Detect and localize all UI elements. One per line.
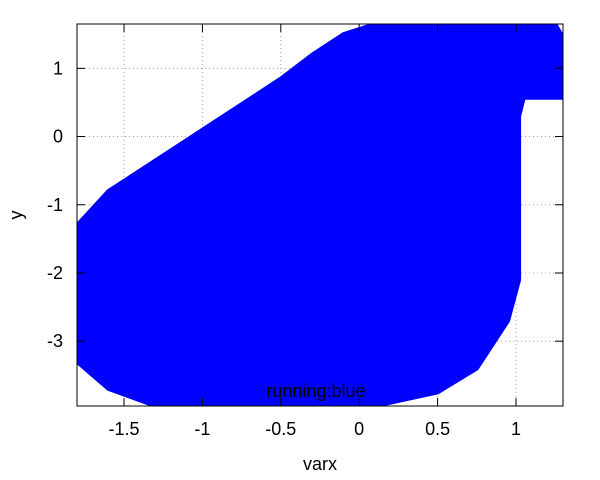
x-axis-title: varx bbox=[303, 454, 337, 474]
x-tick-label: 0 bbox=[354, 419, 364, 439]
x-tick-label: 1 bbox=[511, 419, 521, 439]
plot-frame bbox=[76, 23, 564, 407]
series-area bbox=[77, 24, 563, 406]
x-axis: -1.5 -1 -0.5 0 0.5 1 bbox=[109, 24, 521, 439]
x-tick-label: -1.5 bbox=[109, 419, 140, 439]
x-tick-label: 0.5 bbox=[425, 419, 450, 439]
y-tick-label: 1 bbox=[53, 58, 63, 78]
y-tick-label: -2 bbox=[47, 263, 63, 283]
legend-label: running:blue bbox=[266, 381, 365, 401]
series-region bbox=[77, 24, 563, 406]
x-tick-label: -0.5 bbox=[265, 419, 296, 439]
y-tick-label: -1 bbox=[47, 195, 63, 215]
y-tick-label: -3 bbox=[47, 331, 63, 351]
x-tick-label: -1 bbox=[194, 419, 210, 439]
y-axis: -3 -2 -1 0 1 bbox=[47, 58, 563, 351]
y-axis-title: y bbox=[6, 211, 26, 220]
y-tick-label: 0 bbox=[53, 127, 63, 147]
